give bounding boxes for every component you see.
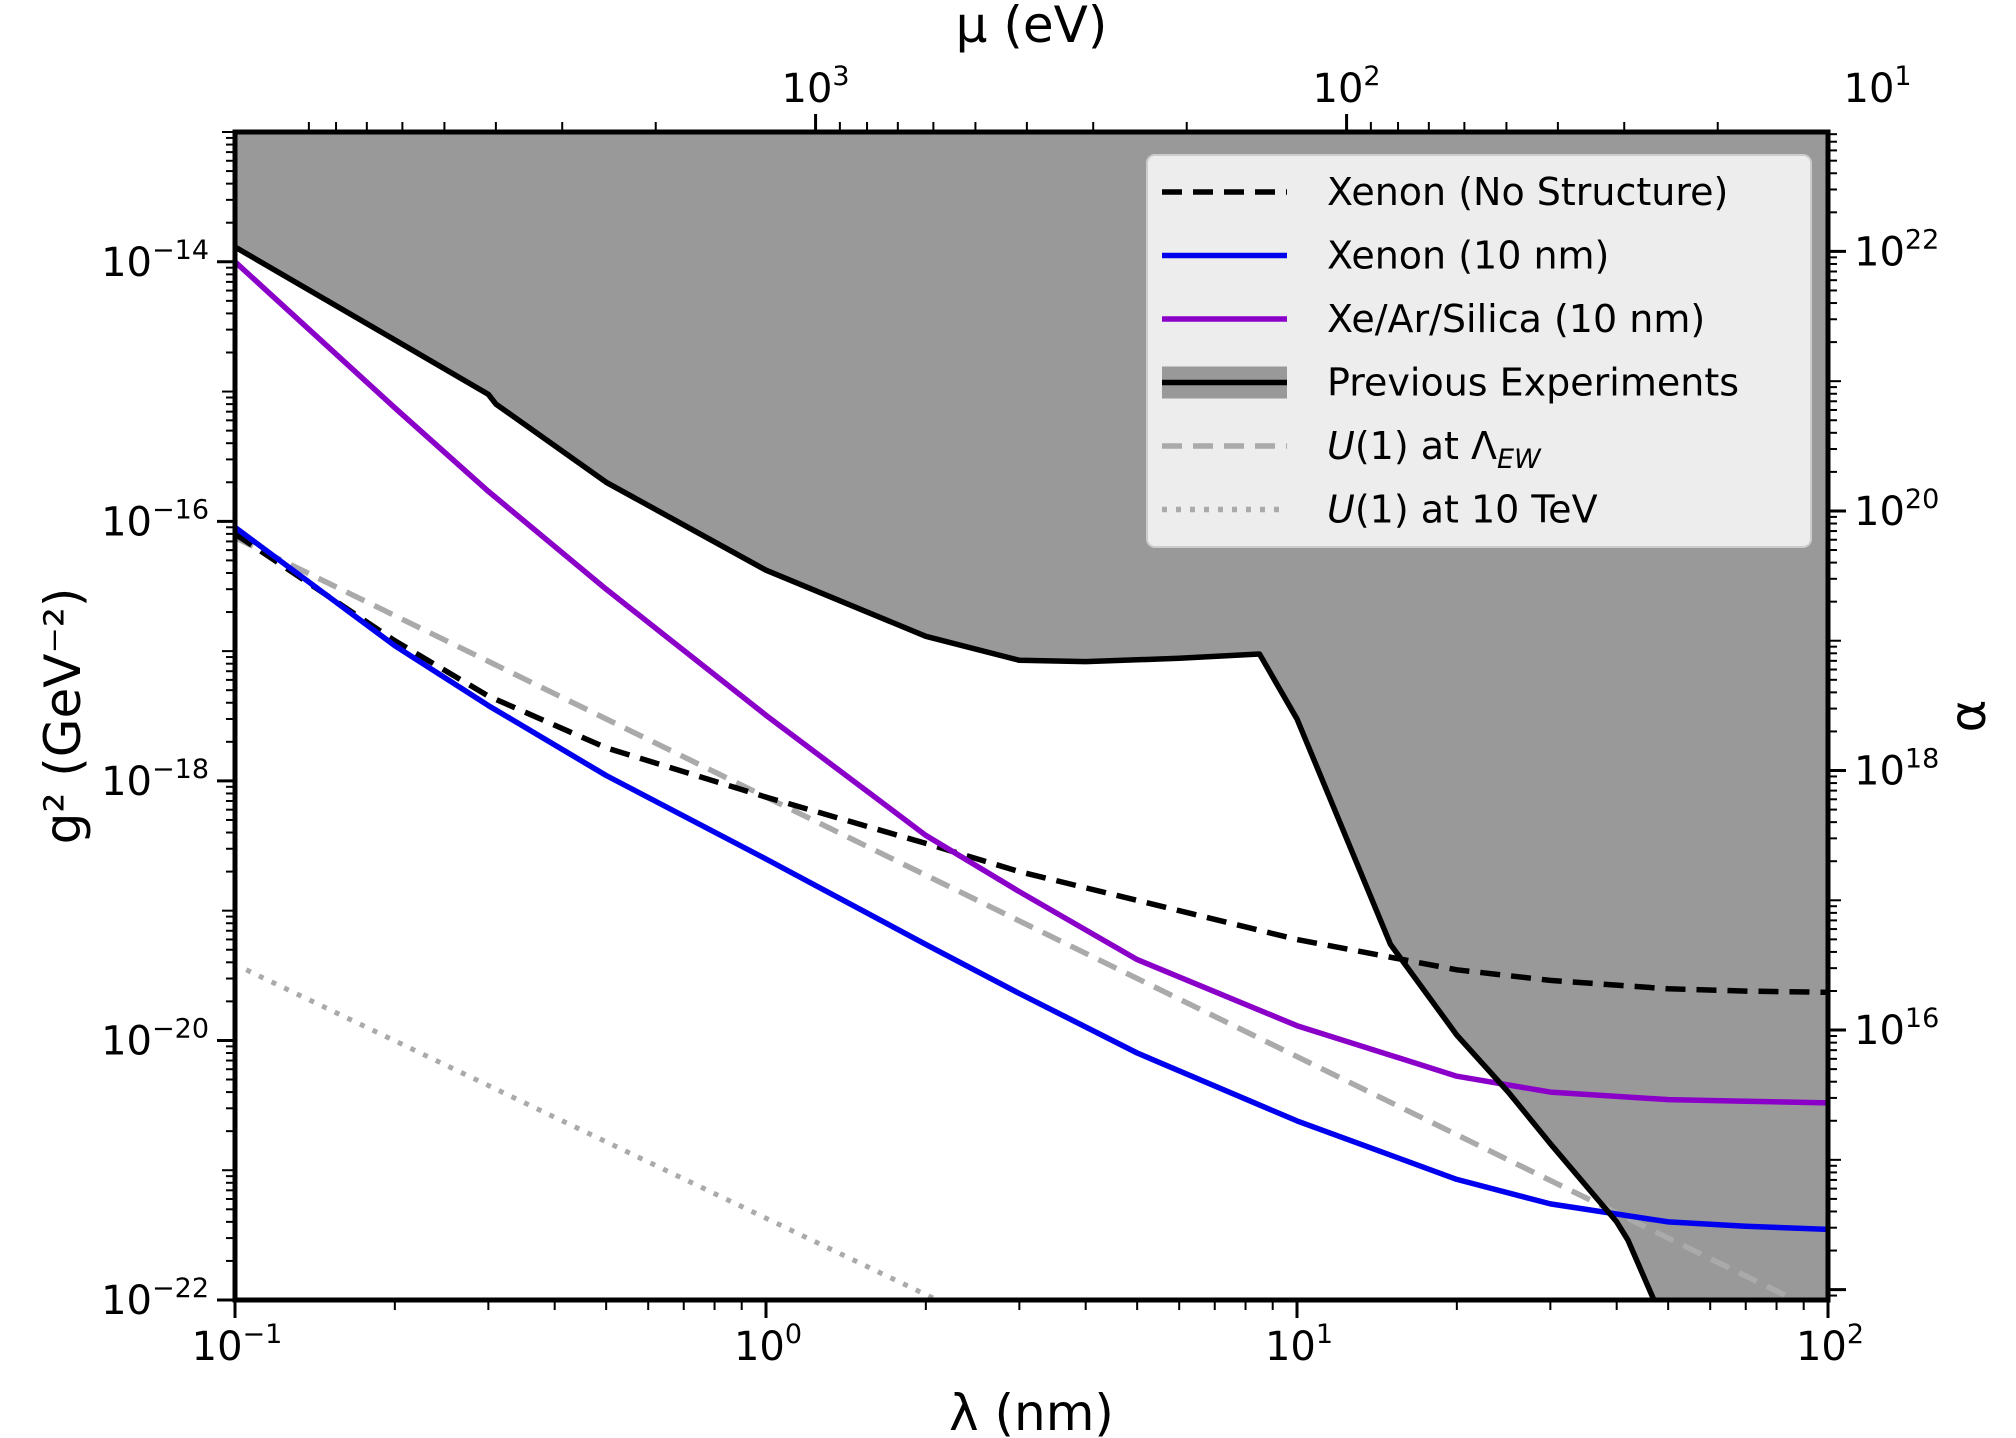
right-axis-label: α	[1939, 700, 1997, 733]
right-tick-label: 1022	[1854, 224, 1939, 275]
xenon-no-structure-line	[235, 531, 1828, 996]
right-tick-label: 1018	[1854, 744, 1939, 795]
axis-labels: λ (nm) μ (eV) g² (GeV⁻²) α	[34, 0, 1997, 1438]
y-axis-label: g² (GeV⁻²)	[34, 588, 92, 845]
legend-xenon-no-structure: Xenon (No Structure)	[1327, 170, 1728, 214]
legend-u1-ew: U(1) at ΛEW	[1327, 424, 1542, 475]
u1-10tev-line	[245, 967, 939, 1300]
plot-frame	[232, 129, 1831, 1303]
axes-frame	[232, 129, 1831, 1303]
top-tick-label: 101	[1844, 61, 1912, 112]
top-axis-label: μ (eV)	[956, 0, 1108, 54]
legend-box	[1146, 154, 1812, 548]
y-tick-label: 10−16	[101, 494, 209, 545]
legend-u1-10tev: U(1) at 10 TeV	[1327, 488, 1598, 532]
legend: Xenon (No Structure) Xenon (10 nm) Xe/Ar/S…	[1146, 154, 1812, 548]
x-tick-label: 101	[1265, 1319, 1333, 1370]
xe-ar-silica-line	[235, 259, 1828, 1106]
y-tick-label: 10−22	[101, 1273, 209, 1324]
axis-ticks: 10−1 100 101 102 10−14 10−16 10−18 10−20 10−22 10…	[101, 61, 1939, 1370]
previous-experiments-line	[235, 244, 1657, 1300]
y-tick-label: 10−20	[101, 1013, 209, 1064]
u1-ew-line	[235, 535, 1802, 1300]
xenon-10nm-line	[235, 525, 1828, 1233]
y-tick-label: 10−18	[101, 754, 209, 805]
top-tick-label: 102	[1313, 61, 1381, 112]
x-axis-label: λ (nm)	[949, 1384, 1114, 1438]
x-tick-label: 10−1	[192, 1319, 283, 1370]
legend-xe-ar-silica: Xe/Ar/Silica (10 nm)	[1327, 297, 1705, 341]
right-tick-label: 1020	[1854, 484, 1939, 535]
legend-xenon-10nm: Xenon (10 nm)	[1327, 234, 1609, 278]
top-tick-label: 103	[782, 61, 850, 112]
x-tick-label: 100	[734, 1319, 802, 1370]
legend-previous-experiments: Previous Experiments	[1327, 361, 1739, 405]
y-tick-label: 10−14	[101, 235, 209, 286]
x-tick-label: 102	[1796, 1319, 1864, 1370]
right-tick-label: 1016	[1854, 1003, 1939, 1054]
